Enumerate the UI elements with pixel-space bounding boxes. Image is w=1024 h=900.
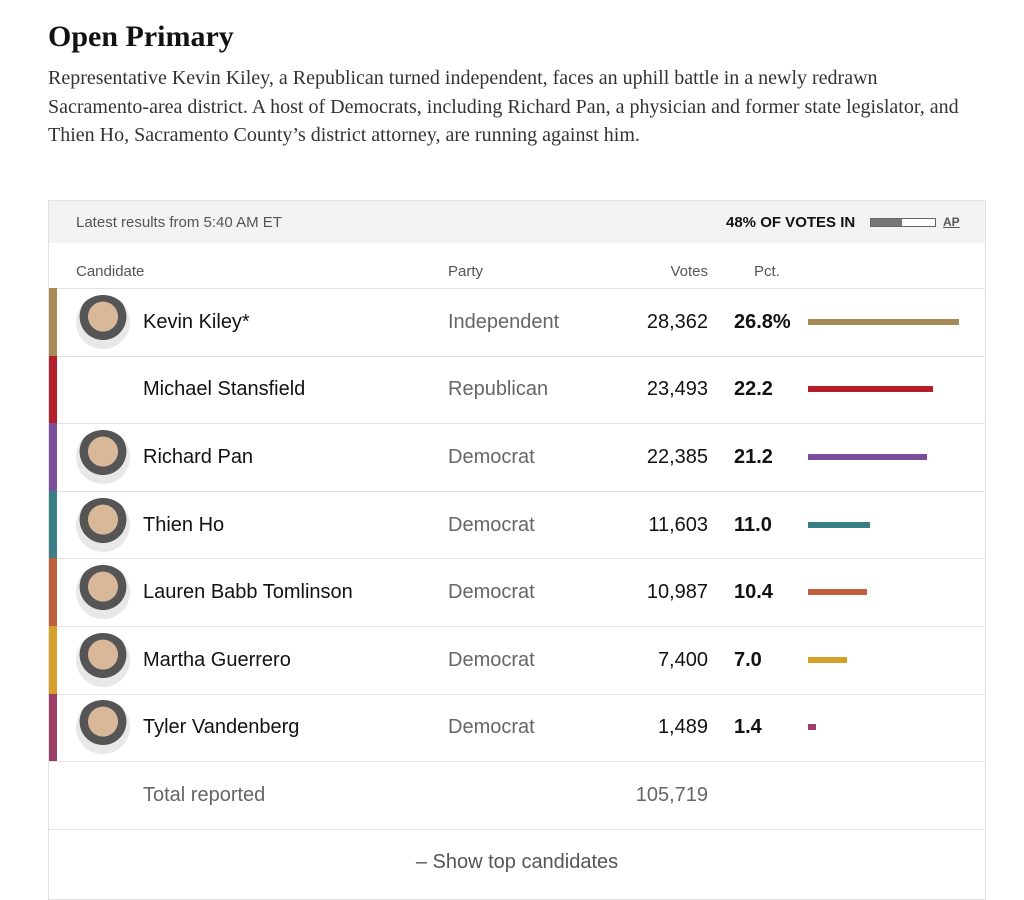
party: Democrat <box>448 513 535 536</box>
separator <box>49 761 985 763</box>
party: Democrat <box>448 648 535 671</box>
party-strip <box>49 558 57 626</box>
pct-bar <box>808 454 928 460</box>
votes: 11,603 <box>648 513 708 536</box>
description: Representative Kevin Kiley, a Republican… <box>48 67 959 146</box>
status-strip <box>49 201 985 243</box>
reporting-label: 48% OF VOTES IN <box>726 214 856 231</box>
pct: 26.8% <box>734 310 791 333</box>
candidate-name: Lauren Babb Tomlinson <box>143 581 353 604</box>
column-header: Pct. <box>754 263 780 280</box>
pct: 21.2 <box>734 446 773 468</box>
separator <box>49 355 985 357</box>
party-strip <box>49 490 57 559</box>
party-strip <box>49 626 57 694</box>
column-header: Candidate <box>76 263 145 280</box>
candidate-photo <box>76 632 130 687</box>
votes: 28,362 <box>646 310 708 333</box>
party-strip <box>49 288 57 356</box>
total-label: Total reported <box>143 784 266 807</box>
column-header: Party <box>448 263 484 280</box>
votes: 7,400 <box>657 648 708 671</box>
reporting-track <box>870 218 936 227</box>
votes: 23,493 <box>646 378 708 401</box>
party: Democrat <box>448 716 535 739</box>
candidate-photo <box>76 497 130 552</box>
party: Republican <box>448 378 549 401</box>
source-link[interactable]: AP <box>943 215 960 229</box>
party: Democrat <box>448 446 535 468</box>
candidate-name: Martha Guerrero <box>143 648 291 671</box>
candidate-name: Michael Stansfield <box>143 378 306 401</box>
separator <box>49 490 985 492</box>
pct-bar <box>808 318 959 325</box>
separator <box>49 828 985 830</box>
title: Open Primary <box>48 20 234 53</box>
votes: 1,489 <box>657 716 708 739</box>
reporting-bar <box>871 219 902 226</box>
candidate-photo <box>76 430 130 484</box>
pct-bar <box>808 656 848 663</box>
separator <box>49 288 985 289</box>
candidate-name: Richard Pan <box>143 446 254 468</box>
party-strip <box>49 693 57 762</box>
separator <box>49 423 985 425</box>
candidate-name: Kevin Kiley* <box>143 310 250 333</box>
column-header: Votes <box>670 263 708 280</box>
updated: Latest results from 5:40 AM ET <box>76 214 282 231</box>
pct: 22.2 <box>734 378 773 401</box>
pct: 11.0 <box>734 513 772 536</box>
party: Democrat <box>448 581 535 604</box>
pct-bar <box>808 521 870 528</box>
votes: 10,987 <box>646 581 708 604</box>
separator <box>49 558 985 560</box>
candidate-photo <box>76 700 130 755</box>
pct-bar <box>808 724 816 731</box>
pct-bar <box>808 589 867 596</box>
separator <box>49 626 985 627</box>
party-strip <box>49 423 57 491</box>
pct-bar <box>808 386 934 393</box>
candidate-photo <box>76 565 130 620</box>
pct: 10.4 <box>734 581 773 604</box>
party: Independent <box>448 310 560 333</box>
pct: 7.0 <box>734 648 762 671</box>
votes: 22,385 <box>646 446 708 468</box>
separator <box>49 693 985 695</box>
toggle-button[interactable]: – Show top candidates <box>415 850 619 873</box>
pct: 1.4 <box>734 716 762 739</box>
candidate-name: Thien Ho <box>143 513 225 536</box>
total-votes: 105,719 <box>635 784 708 807</box>
candidate-photo <box>76 294 130 349</box>
candidate-name: Tyler Vandenberg <box>143 716 300 739</box>
party-strip <box>49 355 57 424</box>
